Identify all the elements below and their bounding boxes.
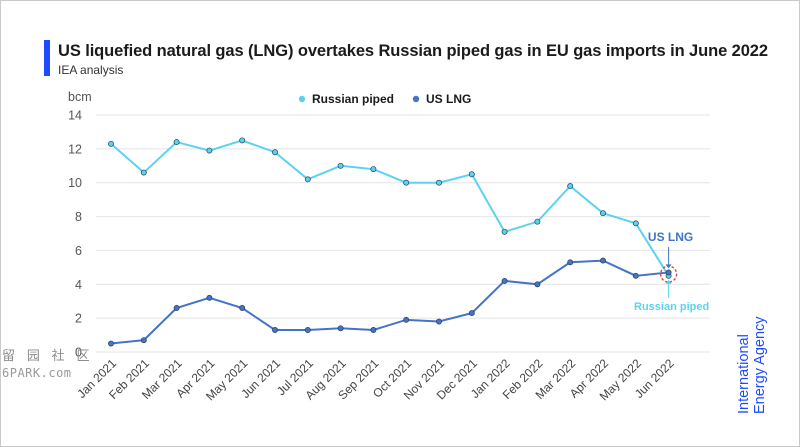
data-point xyxy=(403,316,410,323)
data-point xyxy=(436,179,442,186)
data-point xyxy=(140,337,147,344)
y-tick-label: 2 xyxy=(75,312,82,326)
legend-label: US LNG xyxy=(426,92,471,106)
data-point xyxy=(272,149,278,156)
data-point xyxy=(370,166,377,173)
y-tick-label: 8 xyxy=(75,210,82,224)
data-point xyxy=(206,147,213,154)
data-point xyxy=(370,327,377,333)
annotation-russian-piped: Russian piped xyxy=(634,301,709,313)
brand-line-2: Energy Agency xyxy=(752,316,768,414)
series-line xyxy=(110,139,670,277)
data-point xyxy=(632,220,639,227)
y-tick-label: 14 xyxy=(68,109,82,123)
data-point xyxy=(632,272,639,279)
legend-marker xyxy=(298,95,306,103)
iea-logo: International Energy Agency xyxy=(736,316,768,414)
data-point xyxy=(239,305,246,311)
title-accent-bar xyxy=(44,40,50,76)
data-point xyxy=(468,171,475,178)
chart-title: US liquefied natural gas (LNG) overtakes… xyxy=(58,42,768,60)
chart-subtitle: IEA analysis xyxy=(58,63,124,77)
annotation-arrowhead xyxy=(665,279,672,284)
series-line xyxy=(110,259,669,345)
y-tick-label: 12 xyxy=(68,142,82,156)
data-point xyxy=(567,183,574,190)
data-point xyxy=(304,327,311,333)
data-point xyxy=(468,310,475,317)
data-point xyxy=(272,327,278,333)
data-point xyxy=(108,140,114,147)
data-point xyxy=(304,176,311,183)
annotation-arrowhead xyxy=(665,264,672,269)
data-point xyxy=(337,325,344,332)
legend-label: Russian piped xyxy=(312,92,394,106)
data-point xyxy=(337,162,344,169)
data-point xyxy=(501,277,508,284)
legend-marker xyxy=(412,95,420,103)
data-point xyxy=(665,269,672,276)
y-tick-label: 0 xyxy=(75,346,82,360)
data-point xyxy=(501,228,508,235)
data-point xyxy=(108,340,114,347)
y-tick-label: 10 xyxy=(68,176,82,190)
brand-line-1: International xyxy=(736,334,752,414)
watermark-glyphs: 留 园 社 区 xyxy=(2,349,92,364)
data-point xyxy=(173,305,180,311)
data-point xyxy=(600,257,606,264)
data-point xyxy=(173,139,180,146)
watermark: 留 园 社 区 6PARK.com xyxy=(2,348,91,382)
data-point xyxy=(436,318,442,325)
data-point xyxy=(206,294,213,301)
data-point xyxy=(567,259,574,266)
data-point xyxy=(140,169,147,176)
data-point xyxy=(239,137,246,144)
y-axis-unit-label: bcm xyxy=(68,90,92,104)
data-point xyxy=(534,218,541,225)
data-point xyxy=(403,179,410,186)
watermark-site: 6PARK.com xyxy=(2,366,72,380)
y-tick-label: 4 xyxy=(75,278,82,292)
data-point xyxy=(600,210,606,217)
annotation-us-lng: US LNG xyxy=(648,230,693,244)
y-tick-label: 6 xyxy=(75,244,82,258)
data-point xyxy=(534,281,541,288)
